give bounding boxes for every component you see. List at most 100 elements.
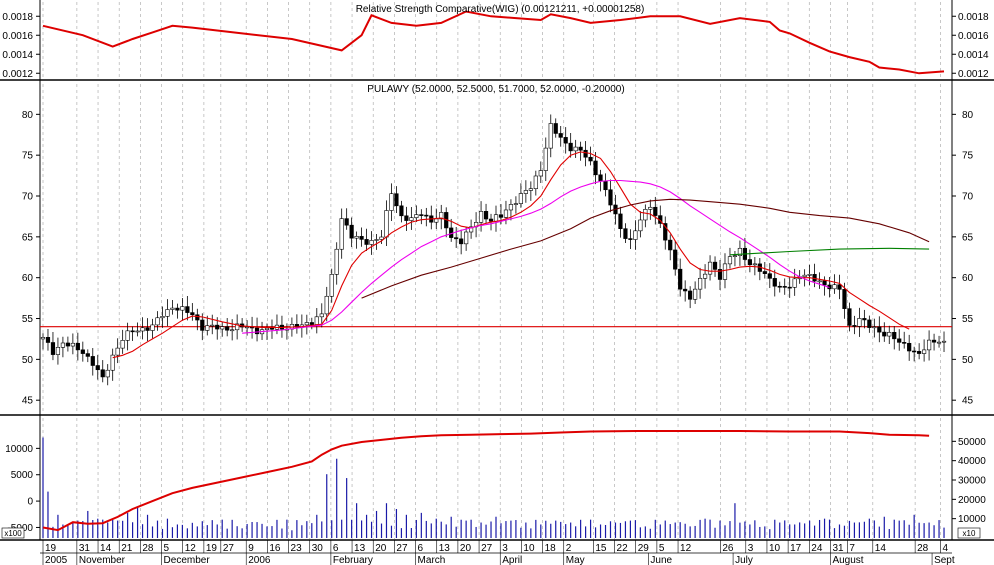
x-day-label: 6 xyxy=(418,543,424,554)
candle-up xyxy=(180,306,185,311)
candle-down xyxy=(344,218,349,226)
candle-up xyxy=(752,263,757,266)
candle-up xyxy=(922,349,927,354)
candle-down xyxy=(498,214,504,218)
candle-up xyxy=(926,339,932,351)
y-tick-label: 0.0014 xyxy=(2,50,33,61)
x-month-label: 2006 xyxy=(248,555,271,565)
candle-down xyxy=(782,286,787,288)
y-tick-label: 40000 xyxy=(958,456,986,467)
y-tick-label: 55 xyxy=(962,314,974,325)
x-month-label: November xyxy=(79,555,126,565)
x-day-label: 27 xyxy=(481,543,493,554)
x-day-label: 3 xyxy=(748,543,754,554)
price-title: PULAWY (52.0000, 52.5000, 51.7000, 52.00… xyxy=(367,84,624,95)
y-tick-label: 0.0018 xyxy=(958,12,989,23)
x-day-label: 28 xyxy=(142,543,154,554)
candle-down xyxy=(483,211,489,220)
candle-up xyxy=(125,330,130,341)
right-scale-box xyxy=(957,527,981,539)
x-day-label: 17 xyxy=(790,543,802,554)
candle-down xyxy=(190,312,195,316)
candle-up xyxy=(155,317,160,326)
y-tick-label: 55 xyxy=(22,314,34,325)
candle-down xyxy=(195,314,200,321)
candle-down xyxy=(663,223,668,241)
y-tick-label: 75 xyxy=(22,151,34,162)
candle-down xyxy=(130,330,135,333)
candle-up xyxy=(792,278,797,288)
candle-up xyxy=(354,236,359,239)
x-day-label: 5 xyxy=(164,543,170,554)
candle-up xyxy=(573,146,578,152)
x-day-label: 20 xyxy=(460,543,472,554)
candle-up xyxy=(941,340,947,343)
candle-down xyxy=(558,133,563,138)
ma-mid-line xyxy=(242,179,830,334)
x-month-label: Sept xyxy=(934,555,955,565)
candle-up xyxy=(478,211,484,223)
y-tick-label: 30000 xyxy=(958,476,986,487)
candle-down xyxy=(75,342,80,351)
candle-up xyxy=(543,147,548,171)
left-scale-box xyxy=(1,527,25,539)
x-day-label: 16 xyxy=(269,543,281,554)
candle-down xyxy=(225,326,230,331)
candle-down xyxy=(787,286,792,289)
candle-up xyxy=(518,193,523,204)
candle-up xyxy=(469,226,474,233)
candle-down xyxy=(45,337,51,343)
candle-up xyxy=(70,342,75,347)
candle-down xyxy=(583,149,588,158)
candle-down xyxy=(563,137,568,144)
x-day-label: 29 xyxy=(638,543,650,554)
candle-up xyxy=(857,318,862,327)
y-tick-label: 10000 xyxy=(958,514,986,525)
x-day-label: 14 xyxy=(875,543,887,554)
candle-down xyxy=(578,146,583,151)
x-day-label: 19 xyxy=(206,543,218,554)
candle-down xyxy=(254,327,260,335)
candle-up xyxy=(439,212,444,220)
candle-down xyxy=(588,156,593,162)
candle-up xyxy=(802,274,807,278)
candle-down xyxy=(867,319,872,328)
candle-down xyxy=(877,326,882,333)
y-tick-label: 45 xyxy=(962,396,974,407)
candle-down xyxy=(50,342,56,355)
candle-down xyxy=(777,285,782,288)
candle-up xyxy=(319,313,324,318)
obv-line xyxy=(42,430,930,532)
candle-down xyxy=(454,237,459,240)
candle-down xyxy=(668,239,673,251)
candle-up xyxy=(409,217,414,221)
x-month-label: February xyxy=(333,555,373,565)
ma-short-line xyxy=(112,151,910,359)
y-tick-label: 65 xyxy=(22,232,34,243)
candle-up xyxy=(732,255,738,257)
y-tick-label: 80 xyxy=(962,110,974,121)
candle-down xyxy=(364,239,369,245)
candle-up xyxy=(170,307,175,310)
x-day-label: 13 xyxy=(354,543,366,554)
candle-up xyxy=(493,214,499,222)
x-day-label: 10 xyxy=(769,543,781,554)
candle-up xyxy=(693,288,698,300)
candle-down xyxy=(917,351,922,354)
y-tick-label: 0.0014 xyxy=(958,50,989,61)
candle-down xyxy=(837,284,842,290)
candle-down xyxy=(603,180,608,191)
candle-down xyxy=(762,271,767,274)
candle-down xyxy=(902,342,907,344)
candle-up xyxy=(60,342,66,348)
y-tick-label: 70 xyxy=(22,192,34,203)
x-month-label: April xyxy=(502,555,522,565)
candle-up xyxy=(528,188,533,191)
candle-up xyxy=(513,203,519,205)
candle-up xyxy=(533,175,538,189)
rsc-line xyxy=(42,10,945,75)
x-day-label: 30 xyxy=(312,543,324,554)
candle-up xyxy=(329,274,334,297)
x-day-label: 9 xyxy=(248,543,254,554)
y-tick-label: 0.0016 xyxy=(2,31,33,42)
